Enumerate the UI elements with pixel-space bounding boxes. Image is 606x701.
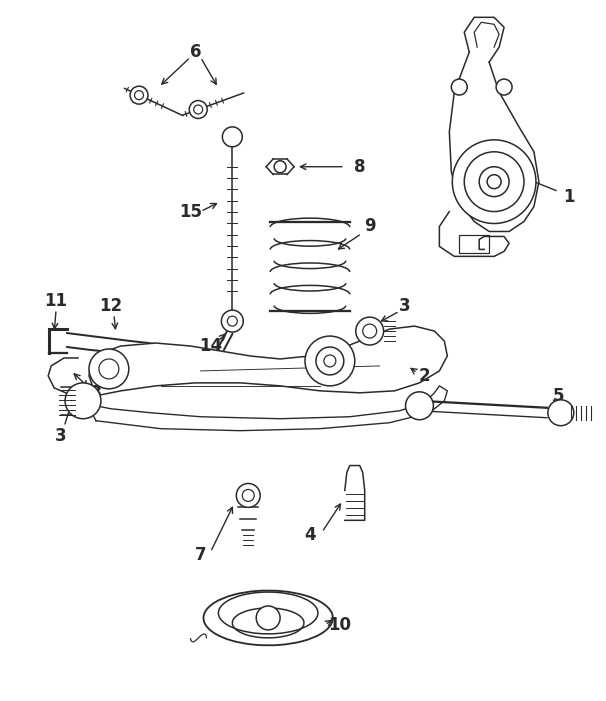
Text: 10: 10: [328, 616, 351, 634]
Circle shape: [256, 606, 280, 630]
Circle shape: [496, 79, 512, 95]
Text: 12: 12: [99, 297, 122, 315]
Text: 13: 13: [79, 384, 102, 402]
Circle shape: [222, 127, 242, 147]
Circle shape: [65, 383, 101, 418]
Text: 4: 4: [304, 526, 316, 544]
Circle shape: [356, 317, 384, 345]
Circle shape: [548, 400, 574, 426]
Text: 2: 2: [419, 367, 430, 385]
Circle shape: [236, 484, 260, 508]
Circle shape: [487, 175, 501, 189]
Text: 6: 6: [190, 43, 201, 61]
Circle shape: [316, 347, 344, 375]
Polygon shape: [89, 386, 447, 430]
Polygon shape: [345, 465, 365, 520]
Text: 3: 3: [399, 297, 410, 315]
Text: 5: 5: [553, 387, 565, 404]
Text: 15: 15: [179, 203, 202, 221]
Text: 11: 11: [45, 292, 68, 311]
Text: 9: 9: [364, 217, 376, 236]
Circle shape: [89, 349, 129, 389]
Circle shape: [189, 100, 207, 118]
Circle shape: [405, 392, 433, 420]
Circle shape: [464, 152, 524, 212]
Circle shape: [130, 86, 148, 104]
Text: 1: 1: [563, 188, 574, 205]
Polygon shape: [89, 326, 447, 396]
Circle shape: [452, 139, 536, 224]
Circle shape: [479, 167, 509, 196]
Bar: [459, 236, 489, 253]
Circle shape: [451, 79, 467, 95]
Text: 8: 8: [354, 158, 365, 176]
Circle shape: [305, 336, 355, 386]
Circle shape: [221, 310, 243, 332]
Text: 3: 3: [55, 427, 67, 444]
Text: 14: 14: [199, 337, 222, 355]
Text: 7: 7: [195, 546, 206, 564]
